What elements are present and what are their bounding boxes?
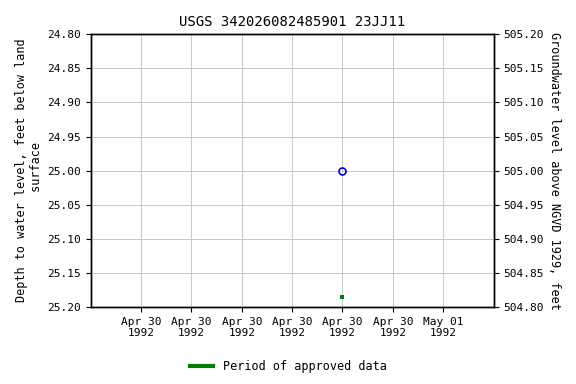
Y-axis label: Groundwater level above NGVD 1929, feet: Groundwater level above NGVD 1929, feet bbox=[548, 32, 561, 310]
Title: USGS 342026082485901 23JJ11: USGS 342026082485901 23JJ11 bbox=[179, 15, 405, 29]
Y-axis label: Depth to water level, feet below land
 surface: Depth to water level, feet below land su… bbox=[15, 39, 43, 303]
Legend: Period of approved data: Period of approved data bbox=[185, 356, 391, 378]
